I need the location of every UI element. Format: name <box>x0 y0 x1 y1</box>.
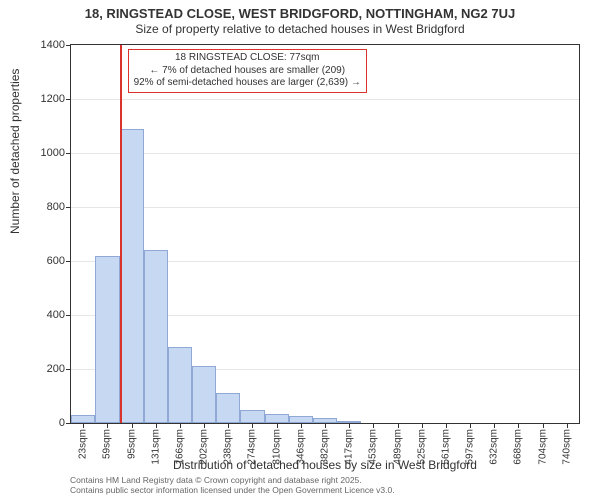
y-tick-label: 0 <box>15 417 65 429</box>
x-tick-mark <box>494 423 495 428</box>
histogram-bar <box>289 416 313 423</box>
annotation-box: 18 RINGSTEAD CLOSE: 77sqm← 7% of detache… <box>128 49 367 93</box>
footer-attribution: Contains HM Land Registry data © Crown c… <box>70 475 395 495</box>
x-tick-mark <box>107 423 108 428</box>
y-tick-mark <box>66 423 71 424</box>
x-tick-mark <box>228 423 229 428</box>
y-tick-label: 600 <box>15 255 65 267</box>
x-tick-mark <box>325 423 326 428</box>
x-tick-mark <box>301 423 302 428</box>
y-tick-label: 1200 <box>15 93 65 105</box>
grid-line <box>71 207 579 208</box>
annotation-line-3: 92% of semi-detached houses are larger (… <box>134 77 361 90</box>
histogram-bar <box>71 415 95 423</box>
grid-line <box>71 99 579 100</box>
x-tick-mark <box>446 423 447 428</box>
x-tick-mark <box>373 423 374 428</box>
footer-line-2: Contains public sector information licen… <box>70 485 395 495</box>
footer-line-1: Contains HM Land Registry data © Crown c… <box>70 475 395 485</box>
x-tick-mark <box>518 423 519 428</box>
y-tick-mark <box>66 153 71 154</box>
x-tick-mark <box>470 423 471 428</box>
y-tick-mark <box>66 45 71 46</box>
histogram-bar <box>95 256 119 423</box>
grid-line <box>71 153 579 154</box>
plot-area: 23sqm59sqm95sqm131sqm166sqm202sqm238sqm2… <box>70 44 580 424</box>
chart-container: 18, RINGSTEAD CLOSE, WEST BRIDGFORD, NOT… <box>0 0 600 500</box>
x-tick-mark <box>252 423 253 428</box>
x-tick-mark <box>422 423 423 428</box>
x-axis-label: Distribution of detached houses by size … <box>70 458 580 472</box>
histogram-bar <box>216 393 240 423</box>
chart-title: 18, RINGSTEAD CLOSE, WEST BRIDGFORD, NOT… <box>0 6 600 21</box>
x-tick-mark <box>180 423 181 428</box>
x-tick-label: 95sqm <box>126 429 137 459</box>
y-tick-mark <box>66 315 71 316</box>
y-tick-mark <box>66 369 71 370</box>
x-tick-mark <box>132 423 133 428</box>
histogram-bar <box>192 366 216 423</box>
x-tick-mark <box>349 423 350 428</box>
y-tick-mark <box>66 261 71 262</box>
y-tick-label: 400 <box>15 309 65 321</box>
annotation-line-1: 18 RINGSTEAD CLOSE: 77sqm <box>134 52 361 65</box>
histogram-bar <box>120 129 144 423</box>
annotation-line-2: ← 7% of detached houses are smaller (209… <box>134 65 361 78</box>
y-tick-label: 1400 <box>15 39 65 51</box>
y-tick-mark <box>66 207 71 208</box>
x-tick-mark <box>277 423 278 428</box>
x-tick-mark <box>156 423 157 428</box>
x-tick-mark <box>204 423 205 428</box>
x-tick-mark <box>398 423 399 428</box>
histogram-bar <box>240 410 264 424</box>
histogram-bar <box>265 414 289 423</box>
x-tick-mark <box>83 423 84 428</box>
histogram-bar <box>168 347 192 423</box>
y-tick-label: 1000 <box>15 147 65 159</box>
y-tick-label: 800 <box>15 201 65 213</box>
x-tick-label: 23sqm <box>78 429 89 459</box>
x-tick-mark <box>567 423 568 428</box>
y-tick-mark <box>66 99 71 100</box>
histogram-bar <box>144 250 168 423</box>
marker-line <box>120 45 122 423</box>
chart-subtitle: Size of property relative to detached ho… <box>0 22 600 36</box>
x-tick-mark <box>543 423 544 428</box>
x-tick-label: 59sqm <box>102 429 113 459</box>
y-tick-label: 200 <box>15 363 65 375</box>
